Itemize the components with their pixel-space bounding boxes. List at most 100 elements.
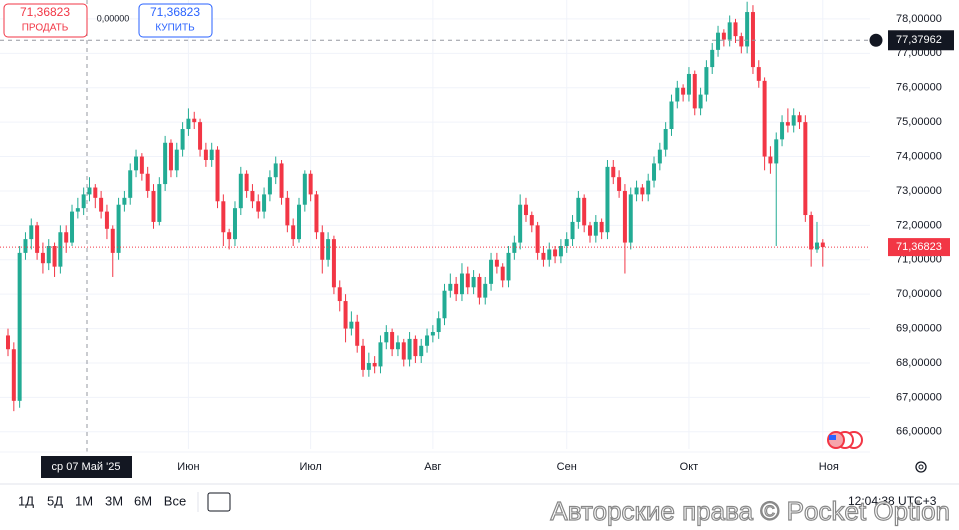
range-button[interactable]: Все [164, 493, 186, 508]
crosshair-date-tag [41, 456, 132, 478]
candle-body [401, 342, 406, 360]
candle-body [622, 190, 627, 243]
grid: 66,00000 67,00000 68,00000 69,00000 70,00000… [0, 0, 942, 473]
candle-body [541, 252, 546, 260]
candle-body [227, 232, 232, 240]
candle-body [465, 273, 470, 288]
candle-body [6, 335, 10, 350]
sell-button[interactable]: 71,36823 ПРОДАТЬ [3, 3, 88, 38]
candle-body [588, 225, 592, 236]
candle-body [308, 173, 313, 195]
x-tick-label: Июл [299, 461, 321, 473]
y-tick-label: 69,00000 [896, 322, 942, 334]
candle-body [331, 239, 336, 288]
candle-body [40, 252, 45, 264]
candle-body [698, 94, 703, 109]
buy-button[interactable]: 71,36823 КУПИТЬ [138, 3, 213, 38]
y-tick-label: 71,00000 [896, 254, 942, 266]
candle-body [238, 173, 243, 209]
y-tick-label: 78,00000 [896, 13, 942, 25]
candle-body [739, 36, 744, 47]
candle-body [337, 287, 342, 302]
candle-body [570, 221, 575, 240]
candle-body [35, 225, 40, 253]
candle-body [168, 142, 173, 171]
candle-body [494, 259, 499, 267]
candle-body [70, 211, 75, 243]
add-alert-button[interactable] [868, 32, 884, 48]
candle-body [75, 208, 80, 212]
range-button[interactable]: 5Д [47, 493, 63, 508]
candle-body [669, 101, 674, 130]
candle-body [454, 283, 459, 295]
candle-body [407, 338, 412, 360]
candle-body [518, 204, 523, 243]
range-button[interactable]: 6М [134, 493, 152, 508]
candle-body [506, 252, 511, 281]
candle-body [576, 197, 581, 222]
candle-body [267, 177, 272, 195]
candle-body [774, 139, 779, 164]
candle-body [483, 283, 488, 298]
candle-body [52, 246, 57, 267]
candle-body [87, 187, 92, 195]
candle-body [733, 22, 738, 37]
range-button[interactable]: 1М [75, 493, 93, 508]
candle-body [244, 173, 249, 191]
candles [6, 1, 825, 412]
candle-body [116, 204, 121, 253]
candle-body [500, 266, 505, 281]
calendar-icon[interactable] [207, 492, 231, 512]
candle-body [361, 345, 366, 370]
candle-body [512, 242, 517, 253]
candle-body [285, 197, 290, 226]
candle-body [634, 187, 639, 195]
candle-body [553, 249, 558, 257]
candle-body [558, 246, 563, 257]
candle-body [232, 208, 237, 240]
candle-body [459, 273, 464, 295]
candle-body [535, 225, 540, 253]
candle-body [291, 225, 296, 240]
candle-body [721, 32, 726, 40]
candle-body [675, 87, 680, 102]
candle-body [186, 118, 191, 130]
y-tick-label: 68,00000 [896, 357, 942, 369]
candle-body [390, 332, 395, 350]
toolbar: 1Д 5Д 1М 3М 6М Все [18, 492, 231, 512]
candle-body [692, 73, 697, 109]
x-tick-label: Ноя [819, 461, 839, 473]
candle-body [547, 249, 552, 260]
settings-icon[interactable] [915, 461, 927, 473]
candle-body [442, 290, 447, 319]
range-button[interactable]: 1Д [18, 493, 34, 508]
candle-body [163, 142, 168, 185]
buy-price: 71,36823 [150, 5, 200, 19]
y-tick-label: 75,00000 [896, 116, 942, 128]
candle-body [250, 190, 255, 202]
candle-body [11, 349, 16, 401]
candle-body [436, 318, 441, 333]
candle-body [326, 239, 331, 260]
buy-label: КУПИТЬ [155, 23, 195, 34]
candle-body [157, 184, 162, 222]
candle-body [145, 173, 150, 191]
y-tick-label: 67,00000 [896, 391, 942, 403]
y-tick-label: 70,00000 [896, 288, 942, 300]
candle-body [198, 122, 203, 150]
y-tick-label: 72,00000 [896, 219, 942, 231]
candle-body [139, 156, 144, 174]
candle-body [297, 204, 301, 240]
candle-body [343, 301, 348, 329]
y-tick-label: 73,00000 [896, 185, 942, 197]
sell-label: ПРОДАТЬ [22, 23, 69, 34]
candle-body [81, 194, 86, 209]
candle-body [681, 87, 686, 95]
candle-body [716, 32, 721, 50]
x-tick-label: Авг [424, 461, 441, 473]
candle-body [314, 194, 319, 233]
crosshair-date-label: ср 07 Май '25 [52, 461, 121, 473]
candle-body [302, 173, 307, 205]
candle-body [430, 332, 435, 336]
range-button[interactable]: 3М [105, 493, 123, 508]
